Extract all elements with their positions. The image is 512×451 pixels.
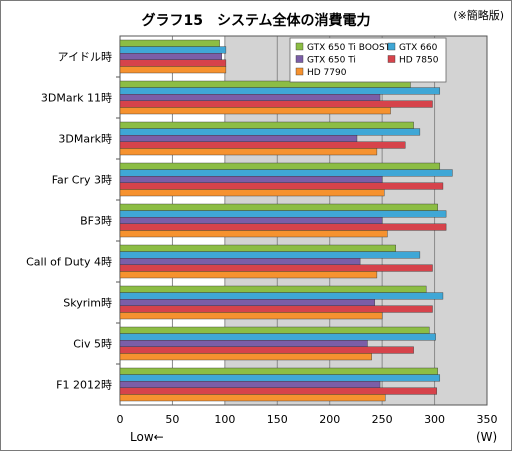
bar: [119, 374, 441, 382]
bar: [119, 148, 378, 156]
legend-entry: HD 7850: [399, 56, 439, 66]
bar: [119, 223, 447, 231]
bar: [119, 39, 220, 47]
bar: [119, 346, 414, 354]
legend-entry: GTX 650 Ti BOOST: [307, 43, 391, 53]
bar: [119, 182, 444, 190]
low-direction-label: Low←: [130, 430, 164, 444]
category-labels: アイドル時 3DMark 11時 3DMark時 Far Cry 3時 BF3時 Call…: [26, 51, 112, 392]
legend-entry: GTX 650 Ti: [307, 56, 356, 66]
category-label: 3DMark 11時: [41, 92, 112, 105]
bar: [119, 87, 441, 95]
category-label: アイドル時: [58, 51, 112, 64]
tick-label: 150: [267, 413, 288, 426]
chart-title: グラフ15 システム全体の消費電力: [141, 13, 371, 29]
bar: [119, 189, 385, 197]
bar: [119, 264, 433, 272]
bar: [119, 46, 227, 54]
legend-box: [289, 37, 447, 83]
bar: [119, 251, 421, 259]
bar: [119, 175, 383, 183]
tick-label: 250: [372, 413, 393, 426]
bar: [119, 292, 444, 300]
bar: [119, 134, 358, 142]
bar: [119, 121, 414, 129]
bar: [119, 340, 368, 348]
bar: [119, 169, 453, 177]
bar: [119, 107, 391, 115]
bar: [119, 271, 378, 279]
bar: [119, 128, 421, 136]
bar: [119, 326, 430, 334]
bar: [119, 141, 406, 149]
category-label: BF3時: [80, 215, 112, 228]
bar: [119, 285, 427, 293]
bar: [119, 93, 381, 101]
x-tick-labels: 0 50 100 150 200 250 300 350: [117, 413, 498, 426]
bar: [119, 394, 386, 402]
tick-label: 300: [424, 413, 445, 426]
bar: [119, 53, 222, 61]
tick-label: 100: [214, 413, 235, 426]
bar: [119, 203, 438, 211]
bars: [116, 39, 453, 402]
bar: [119, 216, 383, 224]
unit-label: (W): [476, 430, 498, 444]
bar: [119, 59, 227, 67]
bar: [119, 312, 383, 320]
category-label: F1 2012時: [56, 379, 112, 392]
category-label: Far Cry 3時: [52, 174, 112, 187]
legend-swatch: [295, 55, 304, 63]
tick-label: 200: [319, 413, 340, 426]
bar: [119, 100, 433, 108]
legend-swatch: [295, 67, 304, 76]
legend-swatch: [387, 55, 396, 63]
category-label: Skyrim時: [63, 297, 112, 310]
category-label: Civ 5時: [73, 338, 112, 351]
legend-entry: HD 7790: [307, 68, 347, 78]
tick-label: 50: [165, 413, 179, 426]
bar: [119, 305, 433, 313]
bar: [119, 367, 438, 375]
bar: [119, 162, 441, 170]
bar: [119, 258, 361, 266]
legend-swatch: [295, 42, 304, 51]
legend-swatch: [387, 42, 396, 51]
bar: [119, 230, 388, 238]
category-label: 3DMark時: [58, 133, 112, 146]
legend-entry: GTX 660: [399, 43, 438, 53]
tick-label: 0: [117, 413, 124, 426]
bar: [119, 381, 381, 389]
bar: [119, 244, 396, 252]
bar: [119, 387, 437, 395]
category-label: Call of Duty 4時: [26, 256, 112, 269]
bar: [119, 353, 372, 361]
bar: [119, 210, 447, 218]
tick-label: 350: [477, 413, 498, 426]
legend: GTX 650 Ti BOOST GTX 660 GTX 650 Ti HD 7850…: [289, 37, 447, 83]
chart-note: (※簡略版): [453, 9, 504, 22]
bar: [119, 333, 436, 341]
bar: [119, 66, 227, 74]
bar: [119, 299, 376, 307]
